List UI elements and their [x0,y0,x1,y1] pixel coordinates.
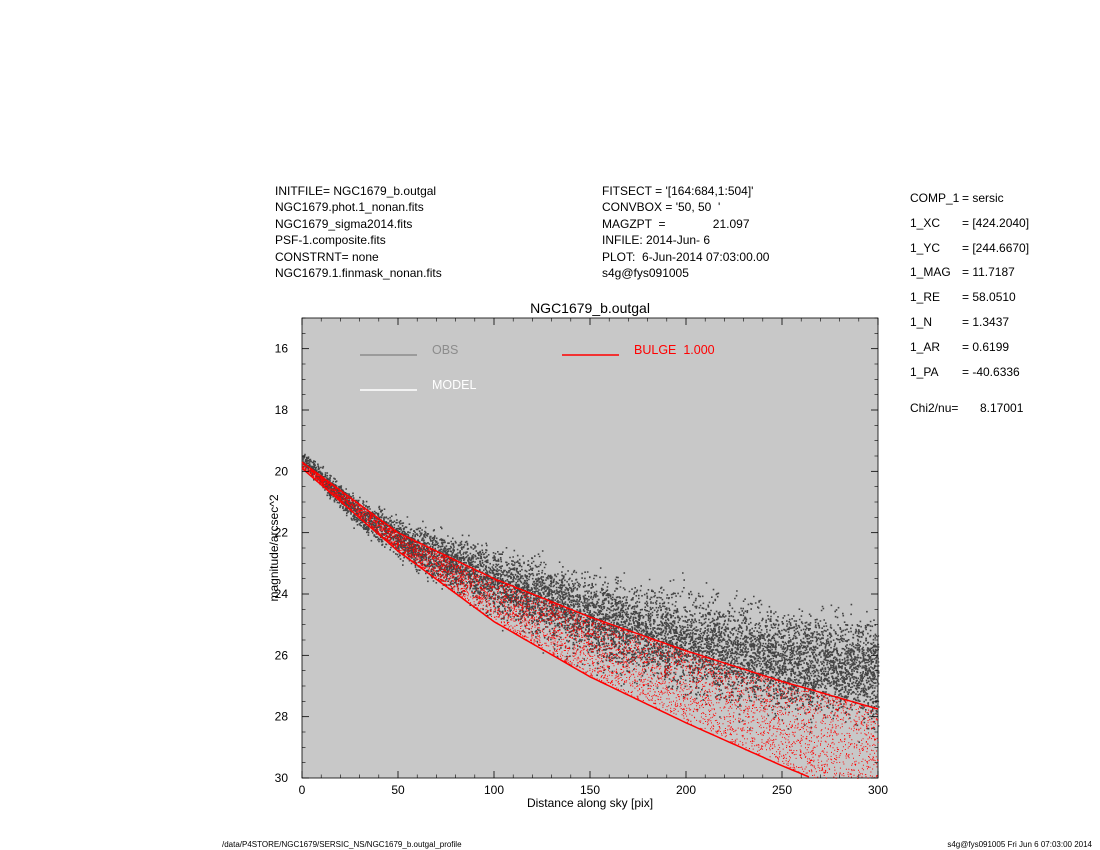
bulge-model-points [301,461,879,779]
header-key: FITSECT = [602,184,666,198]
header-value: 6-Jun-2014 07:03:00.00 [642,249,770,264]
header-left-line: PSF-1.composite.fits [275,233,386,248]
x-tick-label: 250 [772,783,792,797]
param-value: = -40.6336 [962,364,1020,379]
param-key: 1_N [910,314,933,329]
y-tick-label: 28 [275,710,289,724]
header-value: '50, 50 ' [675,200,721,215]
x-tick-label: 150 [580,783,600,797]
x-tick-label: 200 [676,783,696,797]
param-key: 1_MAG [910,265,951,280]
header-mid-line: FITSECT = '[164:684,1:504]' [602,183,769,199]
param-value: = sersic [962,191,1004,205]
header-key: MAGZPT = [602,216,669,231]
bulge-edge-lower [301,467,810,778]
legend-label: OBS [432,343,458,357]
header-mid-line: s4g@fys091005 [602,265,769,281]
param-row: 1_AR = 0.6199 [910,340,1029,365]
header-key: INFILE: [602,233,647,248]
param-value: = [424.2040] [962,215,1030,230]
plot-area [301,317,879,779]
parameter-panel: COMP_1 = sersic 1_XC = [424.2040] 1_YC = [244… [910,191,1029,426]
param-value: = [244.6670] [962,240,1030,255]
chi-row: Chi2/nu= 8.17001 [910,401,1029,426]
legend-label: MODEL [432,378,477,392]
header-value: 2014-Jun- 6 [646,233,711,248]
y-tick-label: 20 [275,464,289,478]
footer-path: /data/P4STORE/NGC1679/SERSIC_NS/NGC1679_… [222,840,462,849]
header-mid-line: INFILE: 2014-Jun- 6 [602,232,769,248]
param-value: = 11.7187 [962,265,1015,280]
obs-points [302,453,880,743]
y-tick-label: 24 [275,587,289,601]
param-row: 1_N = 1.3437 [910,315,1029,340]
header-key: PLOT: [602,249,643,264]
header-mid-line: CONVBOX = '50, 50 ' [602,199,769,215]
x-tick-label: 100 [484,783,504,797]
x-tick-label: 300 [868,783,888,797]
header-value: '[164:684,1:504]' [665,184,754,198]
header-left-line: INITFILE= NGC1679_b.outgal [275,184,437,198]
legend-label: BULGE 1.000 [634,343,715,357]
y-tick-label: 26 [275,648,289,662]
bulge-edge-upper [301,461,879,710]
header-value: s4g@fys091005 [602,265,689,280]
header-mid-line: PLOT: 6-Jun-2014 07:03:00.00 [602,249,769,265]
header-mid-line: MAGZPT = 21.097 [602,216,769,232]
param-row: COMP_1 = sersic [910,191,1029,216]
y-tick-label: 16 [275,342,289,356]
header-mid: FITSECT = '[164:684,1:504]' CONVBOX = '50… [602,183,769,281]
header-key: CONVBOX = [602,200,676,215]
obs-scatter [302,453,880,743]
param-key: 1_PA [910,364,939,379]
y-tick-label: 30 [275,771,289,785]
header-value: 21.097 [712,216,750,231]
chart-title: NGC1679_b.outgal [530,300,650,316]
param-key: COMP_1 [910,191,960,205]
param-value: = 58.0510 [962,290,1016,305]
header-left-line: NGC1679_sigma2014.fits [275,216,413,231]
chi-key: Chi2/nu= [910,401,959,416]
param-key: 1_YC [910,240,941,255]
param-row: 1_PA = -40.6336 [910,365,1029,390]
param-row: 1_MAG = 11.7187 [910,265,1029,290]
x-tick-label: 0 [299,783,306,797]
x-tick-label: 50 [391,783,405,797]
legend: OBS MODEL BULGE 1.000 [360,343,715,392]
param-key: 1_AR [910,339,941,354]
y-tick-label: 22 [275,526,289,540]
param-row: 1_XC = [424.2040] [910,216,1029,241]
footer-timestamp: s4g@fys091005 Fri Jun 6 07:03:00 2014 [947,840,1092,849]
header-left-line: CONSTRNT= none [275,249,379,264]
header-left: INITFILE= NGC1679_b.outgal NGC1679.phot.1… [275,183,442,281]
y-axis-label: magnitude/arcsec^2 [267,494,281,601]
param-key: 1_RE [910,290,941,305]
param-key: 1_XC [910,215,941,230]
x-axis-label: Distance along sky [pix] [527,796,653,810]
param-value: = 0.6199 [962,339,1010,354]
chi-value: 8.17001 [980,401,1024,416]
header-left-line: NGC1679.phot.1_nonan.fits [275,200,424,215]
param-row: 1_RE = 58.0510 [910,290,1029,315]
axes: 0 50 100 150 200 250 300 16 18 20 22 24 26 28 30 [275,317,888,797]
param-row: 1_YC = [244.6670] [910,241,1029,266]
y-tick-label: 18 [275,403,289,417]
param-value: = 1.3437 [962,314,1010,329]
header-left-line: NGC1679.1.finmask_nonan.fits [275,265,442,280]
